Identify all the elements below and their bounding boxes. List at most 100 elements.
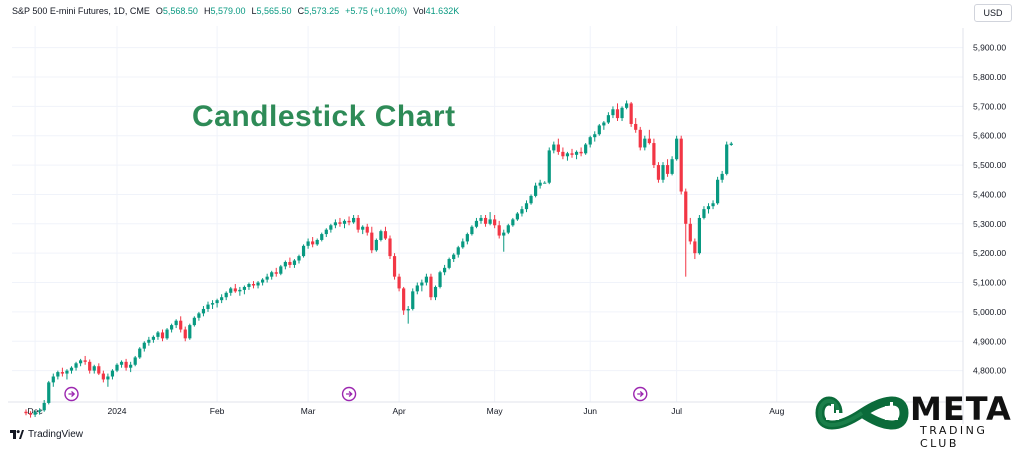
candle-body <box>411 291 415 309</box>
candle-body <box>461 241 465 248</box>
candle-body <box>643 138 647 148</box>
candle-body <box>638 129 642 148</box>
candle-body <box>593 134 597 138</box>
candle-body <box>634 123 638 130</box>
candle-body <box>201 308 206 314</box>
candle-body <box>511 219 515 226</box>
price-tick-label: 4,800.00 <box>973 366 1006 376</box>
candle-body <box>224 292 228 298</box>
candle-body <box>142 342 146 349</box>
candle-body <box>179 320 183 330</box>
volume-value: 41.632K <box>425 6 460 16</box>
candle-body <box>160 332 165 339</box>
candle-body <box>402 288 406 311</box>
candle-body <box>283 261 287 267</box>
price-tick-label: 5,100.00 <box>973 278 1006 288</box>
candle-body <box>388 238 392 257</box>
currency-button[interactable]: USD <box>974 4 1012 22</box>
candle-body <box>447 259 451 268</box>
high-value: 5,579.00 <box>210 6 246 16</box>
candle-body <box>415 285 419 292</box>
candle-body <box>220 297 224 301</box>
dividend-marker-icon[interactable] <box>64 386 79 402</box>
candle-body <box>151 336 155 340</box>
symbol-legend[interactable]: S&P 500 E-mini Futures, 1D, CME O5,568.5… <box>12 6 459 16</box>
tradingview-logo-icon <box>10 430 24 439</box>
dividend-marker-icon[interactable] <box>341 386 357 402</box>
candle-body <box>574 151 579 155</box>
candle-body <box>565 153 570 157</box>
candle-body <box>483 217 488 224</box>
candle-body <box>702 209 706 218</box>
candle-body <box>625 103 629 108</box>
candle-body <box>251 284 256 286</box>
candle-body <box>138 348 142 358</box>
logo-sub-text: TRADING CLUB <box>920 424 988 450</box>
price-axis: 5,900.00 5,800.00 5,700.00 5,600.00 5,500.00… <box>973 43 1006 376</box>
candle-body <box>438 272 442 287</box>
candle-body <box>24 411 28 414</box>
candle-body <box>652 143 656 166</box>
change-value: +5.75 (+0.10%) <box>345 6 408 16</box>
grid-lines <box>12 26 963 402</box>
candle-body <box>47 382 51 403</box>
candle-body <box>534 185 538 196</box>
candle-body <box>443 267 447 273</box>
candle-body <box>83 360 87 362</box>
candle-body <box>60 372 64 374</box>
candle-body <box>88 361 92 371</box>
candle-body <box>188 325 192 339</box>
open-value: 5,568.50 <box>162 6 198 16</box>
price-tick-label: 5,400.00 <box>973 189 1006 199</box>
candle-body <box>406 308 410 311</box>
candle-body <box>242 286 246 290</box>
candle-body <box>552 144 556 151</box>
candle-body <box>210 303 215 305</box>
candle-body <box>561 151 565 157</box>
candle-body <box>106 376 110 380</box>
candle-body <box>324 229 328 235</box>
candle-body <box>720 173 724 180</box>
candle-body <box>51 376 55 383</box>
candle-body <box>238 289 242 292</box>
dividend-marker-icon[interactable] <box>633 386 648 402</box>
candle-body <box>329 225 333 230</box>
candle-body <box>474 220 479 227</box>
candle-body <box>69 367 74 371</box>
candle-body <box>706 206 711 210</box>
candle-body <box>288 261 292 265</box>
candle-body <box>110 370 115 377</box>
candle-body <box>392 256 397 277</box>
candle-body <box>165 329 169 339</box>
close-value: 5,573.25 <box>304 6 340 16</box>
candle-body <box>716 179 720 204</box>
candle-body <box>629 103 633 124</box>
candle-body <box>297 256 301 261</box>
price-tick-label: 5,600.00 <box>973 131 1006 141</box>
candle-body <box>538 182 542 186</box>
candle-body <box>584 144 588 154</box>
low-label: L <box>251 6 257 16</box>
candle-body <box>420 282 424 286</box>
candle-body <box>92 366 96 371</box>
candle-body <box>28 413 33 415</box>
tradingview-attribution[interactable]: TradingView <box>10 429 83 440</box>
candle-body <box>119 361 124 365</box>
candle-body <box>606 115 610 123</box>
candle-body <box>306 241 310 246</box>
price-tick-label: 5,200.00 <box>973 248 1006 258</box>
candle-body <box>374 239 378 251</box>
candle-body <box>615 109 620 119</box>
candle-body <box>42 402 46 411</box>
candle-body <box>679 138 683 192</box>
candle-body <box>729 143 733 145</box>
candle-body <box>333 222 337 226</box>
candle-body <box>456 247 460 255</box>
candle-body <box>97 366 101 374</box>
candle-body <box>247 284 251 287</box>
candle-body <box>597 125 601 135</box>
candle-body <box>229 288 233 293</box>
chart-watermark-title: Candlestick Chart <box>192 100 456 133</box>
candle-body <box>356 217 360 230</box>
